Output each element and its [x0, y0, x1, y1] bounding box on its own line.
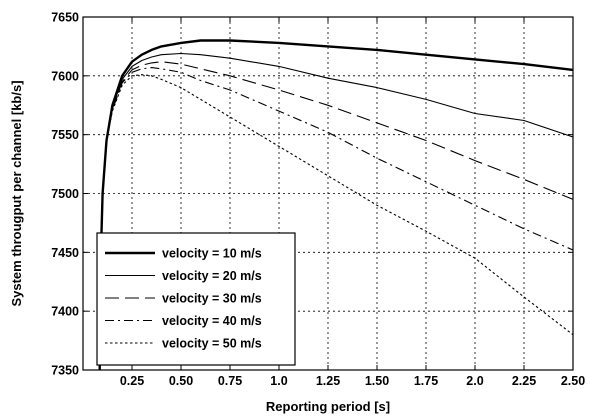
- x-tick-label: 0.25: [120, 374, 144, 388]
- x-tick-label: 2.50: [561, 374, 585, 388]
- legend-label: velocity = 30 m/s: [162, 292, 262, 306]
- series-lines: [98, 39, 574, 371]
- x-tick-label: 1.50: [365, 374, 389, 388]
- y-tick-label: 7550: [51, 128, 79, 142]
- x-tick-label: 2.25: [512, 374, 536, 388]
- x-axis-title: Reporting period [s]: [266, 399, 390, 414]
- y-tick-label: 7500: [51, 187, 79, 201]
- tick-marks: 0.25 0.50 0.75 1.0 1.25 1.50 1.75 2.0 2.25 2.50 73…: [51, 11, 585, 389]
- y-tick-label: 7600: [51, 69, 79, 83]
- legend-label: velocity = 40 m/s: [162, 314, 262, 328]
- y-tick-label: 7650: [51, 11, 79, 25]
- x-tick-label: 2.0: [466, 374, 483, 388]
- legend-label: velocity = 20 m/s: [162, 269, 262, 283]
- legend-label: velocity = 50 m/s: [162, 337, 262, 351]
- series-line-3: [99, 61, 574, 371]
- legend-label: velocity = 10 m/s: [162, 247, 262, 261]
- x-tick-label: 1.25: [316, 374, 340, 388]
- series-line-5: [99, 74, 574, 371]
- legend: velocity = 10 m/s velocity = 20 m/s veloci…: [96, 232, 296, 366]
- x-tick-label: 1.75: [414, 374, 438, 388]
- x-tick-label: 0.75: [218, 374, 242, 388]
- y-tick-label: 7350: [51, 364, 79, 378]
- y-tick-label: 7400: [51, 305, 79, 319]
- x-tick-label: 0.50: [169, 374, 193, 388]
- y-axis-title: System througput per channel [kb/s]: [9, 80, 24, 306]
- series-line-4: [99, 67, 574, 371]
- x-tick-label: 1.0: [270, 374, 287, 388]
- y-tick-label: 7450: [51, 246, 79, 260]
